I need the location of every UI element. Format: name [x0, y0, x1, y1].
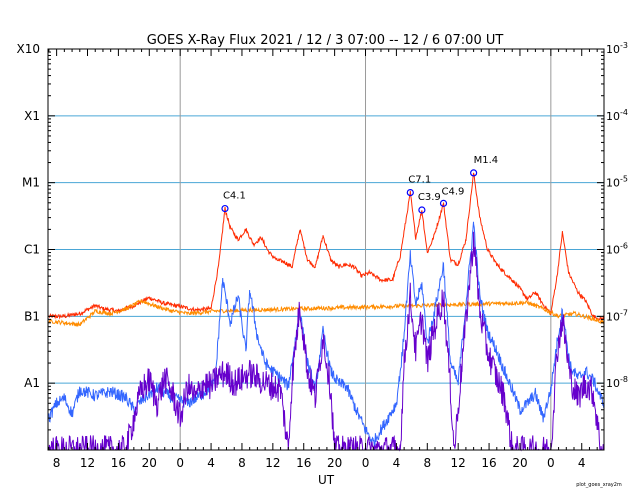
flare-label: C3.9: [418, 192, 441, 203]
flux-series-1: [48, 172, 605, 323]
x-tick-label: 8: [53, 456, 61, 470]
x-tick-label: 12: [80, 456, 95, 470]
y-class-label: B1: [24, 309, 40, 323]
x-tick-label: 20: [142, 456, 157, 470]
flare-label: C4.9: [442, 186, 465, 197]
x-tick-label: 4: [393, 456, 401, 470]
footer-text: plot_goes_xray2m: [576, 482, 622, 488]
x-tick-label: 4: [578, 456, 586, 470]
x-tick-label: 8: [423, 456, 431, 470]
y-power-label: 10-7: [606, 308, 628, 323]
flare-marker: [221, 204, 229, 213]
flux-series-2: [48, 299, 605, 327]
series-layer: [48, 172, 605, 452]
x-tick-label: 4: [207, 456, 215, 470]
grid-layer: [48, 49, 604, 450]
x-tick-label: 20: [327, 456, 342, 470]
flare-label: C7.1: [408, 175, 431, 186]
x-axis-label: UT: [318, 473, 335, 487]
x-tick-label: 20: [512, 456, 527, 470]
y-class-label: A1: [24, 376, 40, 390]
x-tick-label: 16: [111, 456, 126, 470]
y-class-label: M1: [22, 176, 40, 190]
flare-layer: C4.1 C7.1 C3.9C4.9 M1.4: [221, 155, 499, 214]
x-tick-label: 16: [296, 456, 311, 470]
y-class-label: C1: [24, 243, 40, 257]
y-power-label: 10-4: [606, 108, 628, 123]
y-power-label: 10-5: [606, 175, 628, 190]
flare-label: C4.1: [223, 191, 246, 202]
x-tick-label: 0: [176, 456, 184, 470]
flare-marker: [470, 169, 478, 177]
x-tick-label: 0: [362, 456, 370, 470]
x-tick-label: 16: [481, 456, 496, 470]
flare-label: M1.4: [474, 155, 499, 166]
chart-title: GOES X-Ray Flux 2021 / 12 / 3 07:00 -- 1…: [147, 33, 504, 48]
flux-series-3: [48, 221, 605, 447]
axis-layer: X10 X1 M1 C1 B1 A1 10-3 10-4 10-5 10-6 10-7 10-8 8 12…: [17, 41, 628, 470]
flux-series-4: [48, 231, 605, 452]
flare-marker: [439, 199, 448, 207]
y-power-label: 10-8: [606, 375, 628, 390]
x-tick-label: 0: [547, 456, 555, 470]
y-power-label: 10-3: [606, 41, 628, 56]
flare-marker: [418, 206, 426, 214]
x-tick-label: 12: [265, 456, 280, 470]
x-tick-label: 8: [238, 456, 246, 470]
y-class-label: X10: [17, 42, 41, 56]
y-class-label: X1: [24, 109, 40, 123]
y-power-label: 10-6: [606, 242, 628, 257]
x-tick-label: 12: [451, 456, 466, 470]
flare-marker: [406, 189, 414, 197]
